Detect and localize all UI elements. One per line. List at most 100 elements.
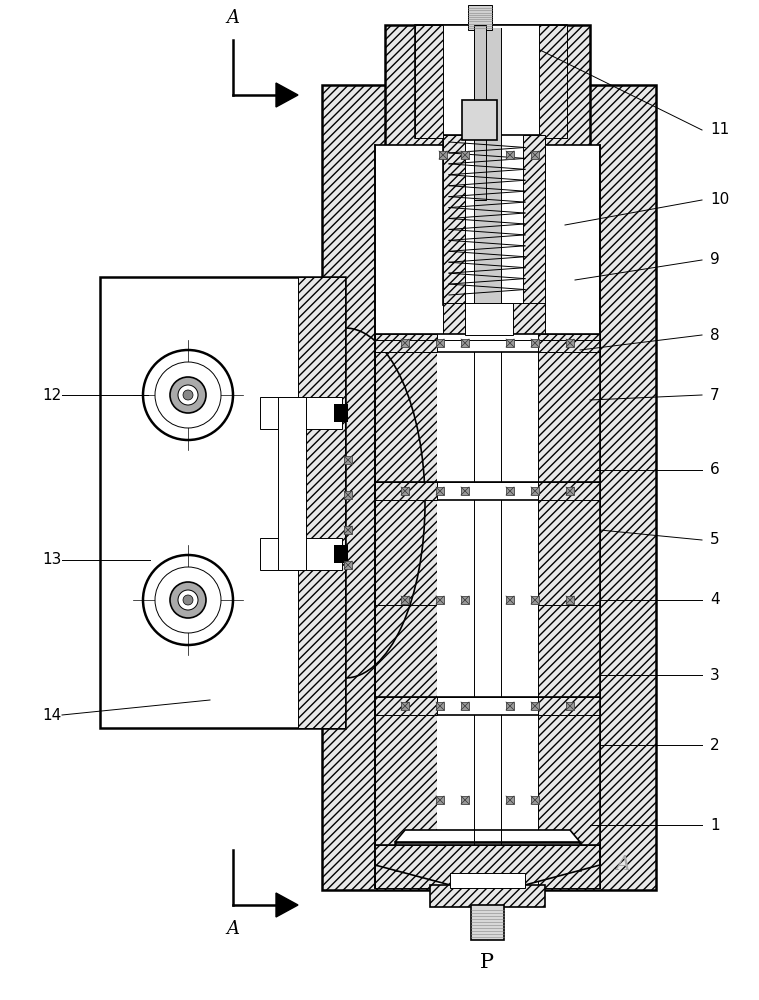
Polygon shape — [276, 893, 298, 917]
Bar — [538, 340, 600, 610]
Circle shape — [183, 595, 193, 605]
Text: 1: 1 — [710, 818, 720, 832]
Bar — [531, 796, 539, 804]
Bar — [278, 397, 306, 570]
Bar — [375, 482, 600, 500]
Bar — [437, 340, 537, 610]
Text: P: P — [480, 952, 494, 972]
Circle shape — [155, 567, 221, 633]
Circle shape — [155, 362, 221, 428]
Bar — [439, 151, 447, 159]
Text: A: A — [616, 856, 631, 874]
Bar — [566, 702, 574, 710]
Text: 14: 14 — [42, 708, 61, 722]
Text: 5: 5 — [710, 532, 720, 548]
Text: 8: 8 — [710, 328, 720, 342]
Text: 11: 11 — [710, 122, 729, 137]
Bar — [566, 596, 574, 604]
Circle shape — [178, 385, 198, 405]
Circle shape — [143, 555, 233, 645]
Circle shape — [170, 582, 206, 618]
Bar — [506, 151, 514, 159]
Bar — [375, 697, 437, 715]
Text: 10: 10 — [710, 192, 729, 208]
Bar — [538, 605, 600, 888]
Bar — [506, 596, 514, 604]
Bar — [538, 697, 600, 715]
Circle shape — [170, 377, 206, 413]
Bar — [260, 538, 342, 570]
Text: 4: 4 — [710, 592, 720, 607]
Polygon shape — [395, 830, 580, 842]
Text: 6: 6 — [710, 462, 720, 478]
Circle shape — [183, 390, 193, 400]
Bar — [443, 303, 545, 335]
Bar — [401, 702, 409, 710]
Bar — [462, 100, 497, 140]
Bar — [506, 796, 514, 804]
Bar — [385, 25, 590, 148]
Bar — [100, 277, 345, 728]
Bar — [375, 145, 600, 888]
Bar — [375, 334, 600, 352]
Bar — [538, 482, 600, 500]
Bar — [344, 456, 352, 464]
Bar — [474, 25, 486, 200]
Bar — [436, 596, 444, 604]
Polygon shape — [375, 845, 600, 885]
Bar — [531, 596, 539, 604]
Bar — [375, 482, 437, 500]
Bar — [298, 277, 345, 728]
Circle shape — [143, 350, 233, 440]
Bar — [334, 545, 348, 563]
Bar — [401, 487, 409, 495]
Bar — [531, 339, 539, 347]
Bar — [415, 25, 567, 138]
Bar — [436, 487, 444, 495]
Bar — [461, 596, 469, 604]
Bar — [523, 135, 545, 305]
Text: 3: 3 — [710, 668, 720, 682]
Bar — [461, 151, 469, 159]
Bar — [375, 334, 437, 352]
Bar — [461, 487, 469, 495]
Text: 13: 13 — [42, 552, 61, 568]
Bar — [471, 905, 504, 940]
Bar — [566, 487, 574, 495]
Text: 2: 2 — [710, 738, 720, 752]
Bar — [436, 796, 444, 804]
Bar — [344, 561, 352, 569]
Bar — [539, 25, 567, 138]
Bar — [538, 334, 600, 352]
Text: 9: 9 — [710, 252, 720, 267]
Bar — [334, 404, 348, 422]
Bar — [260, 397, 342, 429]
Bar — [437, 605, 537, 888]
Bar — [436, 339, 444, 347]
Bar — [344, 526, 352, 534]
Text: A: A — [226, 9, 240, 27]
Bar — [506, 339, 514, 347]
Bar — [465, 303, 513, 335]
Bar — [506, 487, 514, 495]
Bar — [375, 697, 600, 715]
Bar — [474, 28, 501, 888]
Bar — [375, 605, 437, 888]
Text: 12: 12 — [42, 387, 61, 402]
Bar — [506, 702, 514, 710]
Bar — [531, 487, 539, 495]
Bar — [322, 85, 656, 890]
Bar — [443, 135, 545, 305]
Bar — [436, 702, 444, 710]
Text: A: A — [226, 920, 240, 938]
Text: 7: 7 — [710, 387, 720, 402]
Bar — [461, 339, 469, 347]
Bar — [443, 135, 465, 305]
Bar — [415, 25, 443, 138]
Bar — [401, 339, 409, 347]
Bar — [531, 702, 539, 710]
Bar — [566, 339, 574, 347]
Bar — [461, 702, 469, 710]
Bar — [401, 596, 409, 604]
Bar — [344, 491, 352, 499]
